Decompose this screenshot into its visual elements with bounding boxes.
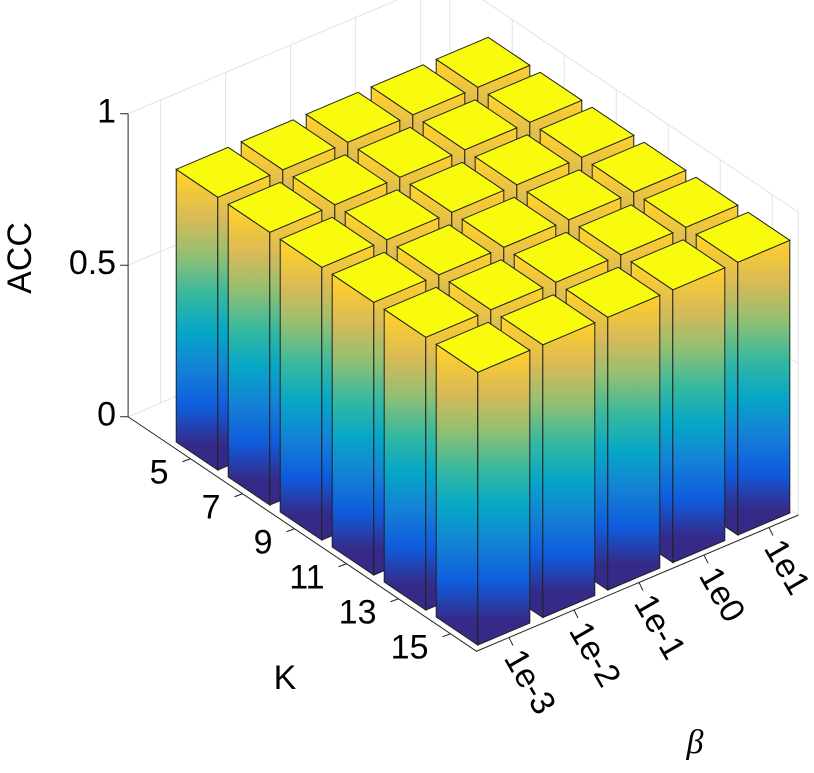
bar-face bbox=[477, 349, 531, 646]
k-tick-label: 11 bbox=[289, 559, 324, 597]
k-tick-label: 15 bbox=[391, 629, 429, 667]
bar-face bbox=[279, 238, 323, 541]
beta-tick-label: 1e-2 bbox=[561, 615, 628, 693]
bar-top bbox=[500, 294, 596, 346]
bar-top bbox=[643, 176, 739, 228]
k-tick-label: 13 bbox=[339, 594, 377, 632]
bar-face bbox=[672, 267, 726, 564]
bar-face bbox=[607, 294, 661, 591]
bar-top bbox=[305, 91, 401, 143]
k-tick-label: 7 bbox=[202, 489, 221, 527]
k-tick-label: 9 bbox=[254, 524, 273, 562]
bar-top bbox=[513, 231, 609, 283]
bar-face bbox=[542, 322, 596, 619]
k-axis-label: K bbox=[274, 659, 297, 697]
bar-top bbox=[292, 154, 388, 206]
bar-face bbox=[383, 308, 427, 611]
beta-tick bbox=[638, 582, 644, 591]
z-tick-label: 1 bbox=[97, 93, 116, 131]
bar-face bbox=[175, 168, 219, 471]
k-tick-label: 5 bbox=[150, 454, 169, 492]
k-tick bbox=[182, 458, 191, 463]
bar-face bbox=[227, 203, 271, 506]
beta-tick bbox=[768, 527, 774, 536]
z-axis-label: ACC bbox=[1, 222, 39, 294]
bar-top bbox=[539, 106, 635, 158]
grid-line bbox=[127, 0, 799, 213]
bar-top bbox=[435, 321, 531, 373]
bar-top bbox=[227, 181, 323, 233]
k-tick bbox=[286, 528, 295, 533]
bar-top bbox=[240, 119, 336, 171]
beta-tick bbox=[703, 554, 709, 564]
beta-tick bbox=[508, 637, 514, 646]
bar-top bbox=[383, 286, 479, 338]
bar-top bbox=[526, 169, 622, 221]
floor-axes bbox=[127, 416, 799, 652]
k-tick bbox=[390, 598, 399, 603]
bar-top bbox=[695, 211, 791, 263]
z-tick-label: 0.5 bbox=[69, 244, 116, 282]
beta-tick bbox=[573, 609, 579, 619]
bar-top bbox=[578, 204, 674, 256]
bar bbox=[435, 321, 531, 646]
bar-top bbox=[487, 71, 583, 123]
k-tick bbox=[338, 563, 347, 568]
beta-tick-label: 1e-1 bbox=[626, 588, 693, 666]
bar-top bbox=[461, 196, 557, 248]
beta-tick-label: 1e1 bbox=[756, 533, 814, 601]
bar-top bbox=[565, 266, 661, 318]
bar-top bbox=[331, 251, 427, 303]
beta-tick-label: 1e0 bbox=[691, 560, 752, 628]
z-tick-label: 0 bbox=[97, 396, 116, 434]
bar-face bbox=[737, 239, 791, 536]
beta-axis-label: β bbox=[686, 724, 704, 761]
k-tick bbox=[234, 493, 243, 498]
bar-top bbox=[422, 99, 518, 151]
k-tick bbox=[442, 633, 451, 638]
bar-face bbox=[331, 273, 375, 576]
beta-tick-label: 1e-3 bbox=[496, 643, 563, 721]
bar-face bbox=[435, 343, 479, 646]
bar-top bbox=[344, 189, 440, 241]
bar-top bbox=[448, 259, 544, 311]
bar-top bbox=[409, 161, 505, 213]
bar-top bbox=[175, 146, 271, 198]
bar-top bbox=[435, 36, 531, 88]
bar-top bbox=[396, 224, 492, 276]
bar-top bbox=[357, 126, 453, 178]
bar-top bbox=[474, 134, 570, 186]
bar-top bbox=[279, 216, 375, 268]
bar-top bbox=[591, 141, 687, 193]
bar-top bbox=[630, 239, 726, 291]
bar-top bbox=[370, 64, 466, 116]
